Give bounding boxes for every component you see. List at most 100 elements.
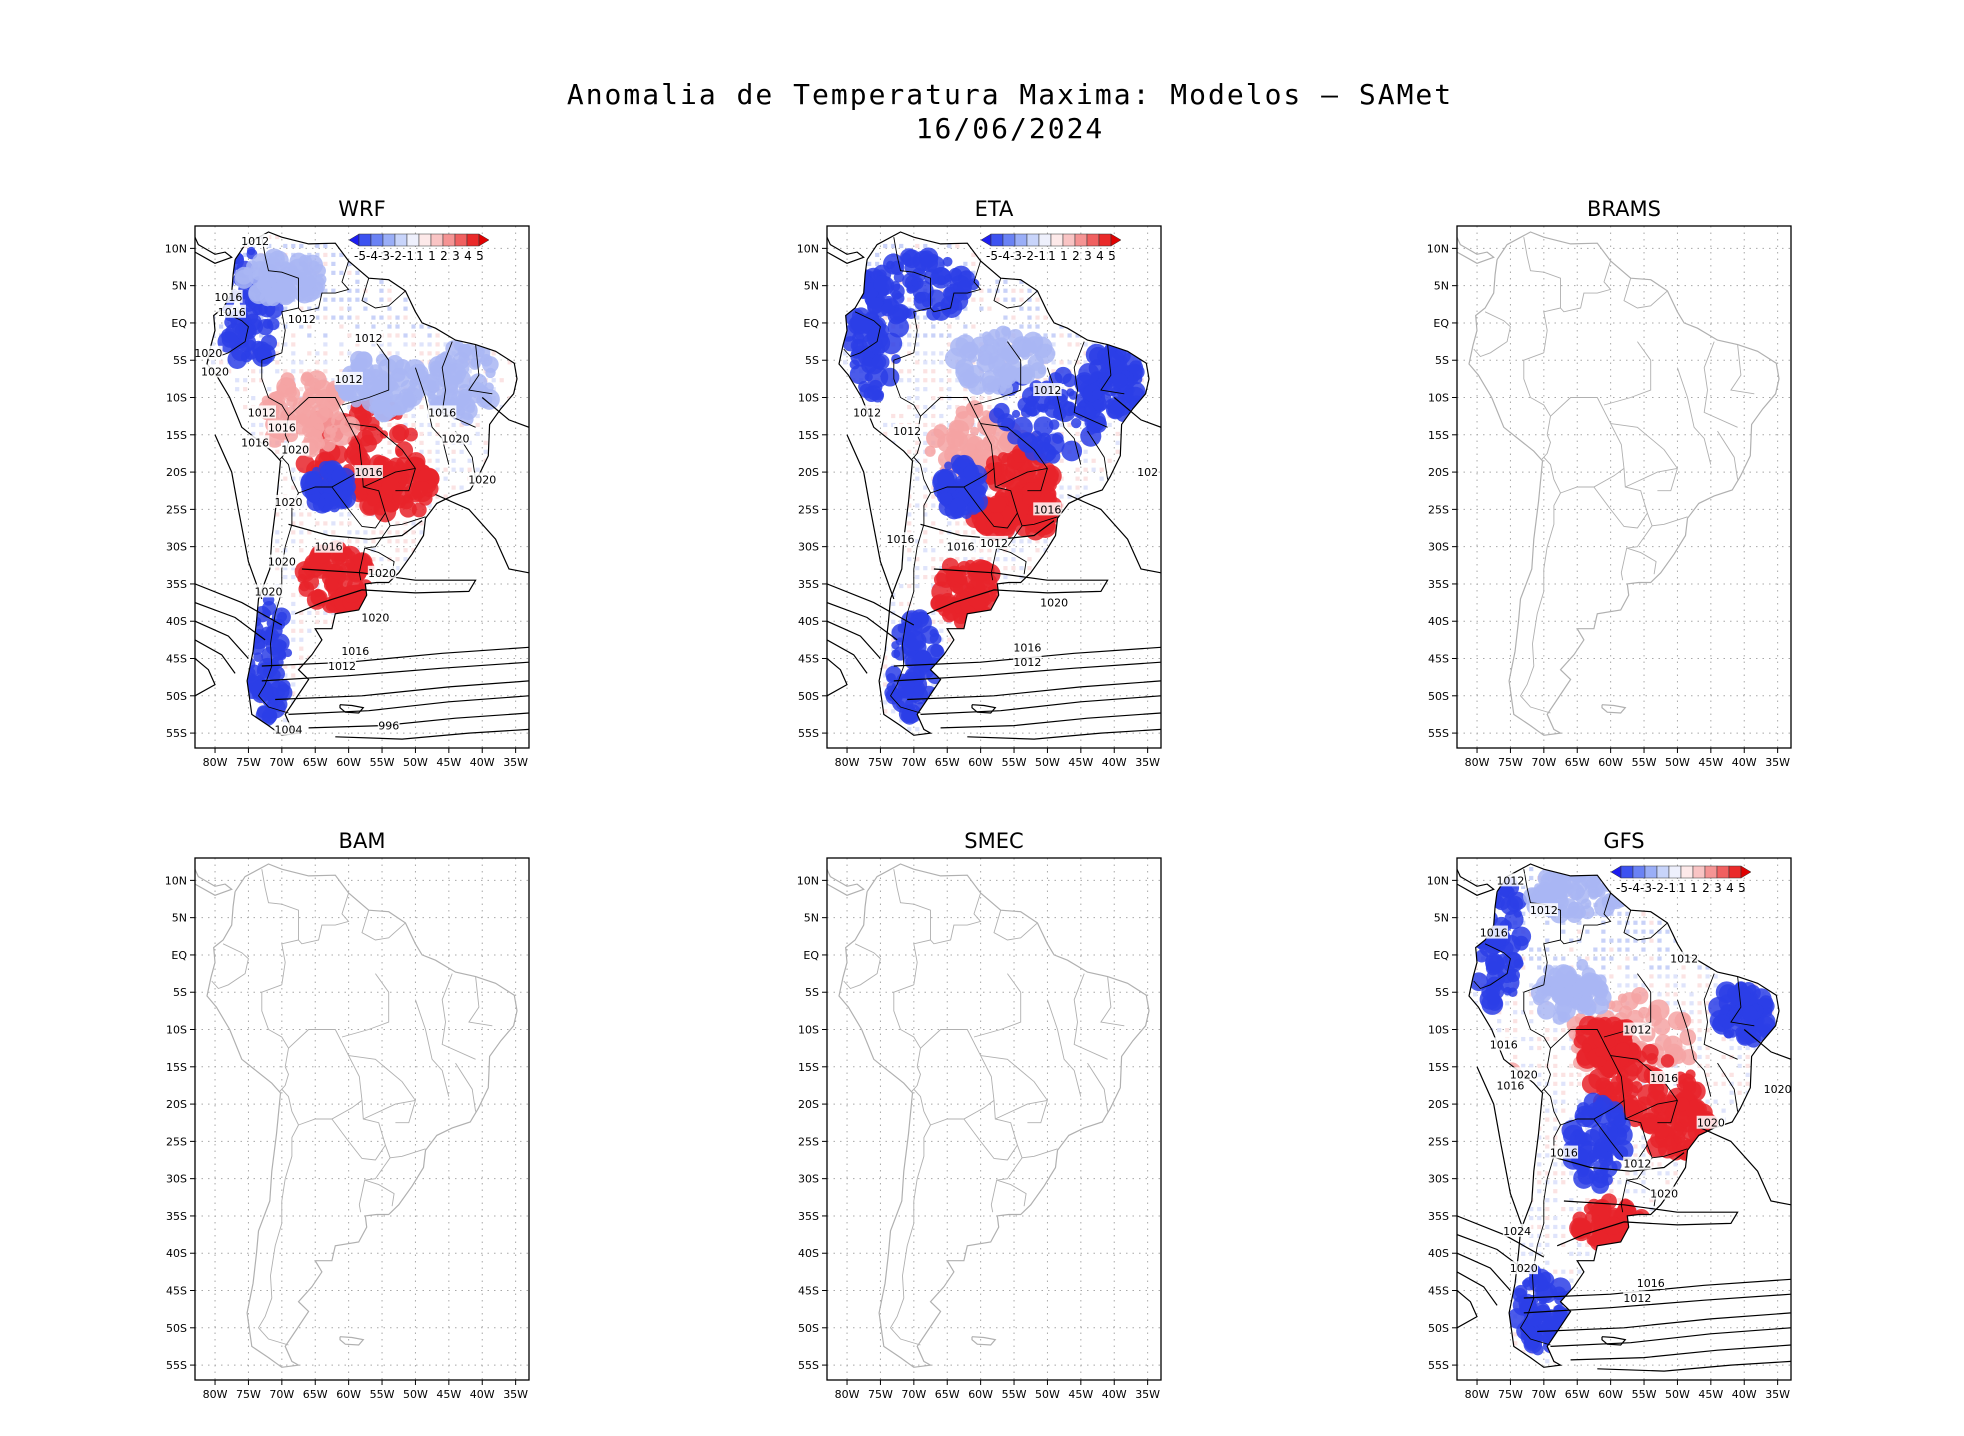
isobar-contour: [967, 728, 1161, 740]
isobar-label: 1016: [886, 532, 915, 546]
svg-text:1020: 1020: [201, 365, 229, 378]
svg-text:1020: 1020: [194, 347, 222, 360]
map-smec: SMEC 10N 5N EQ 5S 10S 15S 20S 25S 30S 35S 40S 45S 50S…: [797, 829, 1162, 1401]
isobar-contour: [1550, 1152, 1685, 1172]
country-border: [1717, 430, 1739, 480]
lat-tick-label: 50S: [1428, 1322, 1449, 1335]
lon-tick-label: 35W: [503, 756, 528, 769]
lon-tick-label: 70W: [269, 1388, 294, 1401]
country-border: [1523, 984, 1551, 1092]
country-border: [455, 1062, 477, 1112]
svg-text:1020: 1020: [281, 444, 309, 457]
country-border: [1087, 1062, 1109, 1112]
colorbar-swatch: [1704, 865, 1718, 879]
lat-tick-label: 40S: [166, 1247, 187, 1260]
lon-tick-label: 40W: [1102, 756, 1127, 769]
country-border: [361, 910, 406, 941]
lon-tick-label: 55W: [370, 756, 395, 769]
colorbar-swatch: [1632, 865, 1646, 879]
map-gfs: GFS1012101210161012101210161020101610161…: [1427, 829, 1792, 1401]
lat-tick-label: 40S: [798, 615, 819, 628]
cold-anomaly-patch: [334, 350, 429, 423]
country-border: [1623, 910, 1668, 941]
colorbar-label: 3: [1714, 881, 1722, 895]
colorbar-label: 1: [1048, 249, 1056, 263]
lat-tick-label: 20S: [166, 466, 187, 479]
isobar-label: 1024: [1502, 1223, 1532, 1238]
coastline: [838, 231, 1150, 736]
map-frame: [1456, 857, 1792, 1381]
coastline-central-america: [195, 868, 233, 896]
isobar-label: 1012: [354, 330, 383, 345]
lat-tick-label: 10S: [798, 1024, 819, 1037]
coastline-central-america: [827, 236, 865, 264]
isobar-contour: [1697, 1125, 1791, 1206]
lon-tick-label: 55W: [370, 1388, 395, 1401]
country-border: [993, 910, 1038, 941]
coastline-central-america: [1457, 236, 1495, 264]
lat-tick-label: 55S: [166, 1359, 187, 1372]
colorbar-label: -5: [354, 249, 366, 263]
colorbar-label: -1: [1664, 881, 1676, 895]
isobar-label: 1012: [1529, 903, 1559, 917]
isobar-label: 1020: [254, 584, 283, 598]
colorbar-label: 2: [440, 249, 448, 263]
isobar-contour: [846, 434, 895, 600]
colorbar-swatch: [430, 233, 444, 247]
lon-tick-label: 65W: [303, 1388, 328, 1401]
isobar-label: 1016: [341, 644, 370, 658]
lat-tick-label: 30S: [1428, 1173, 1449, 1186]
isobar-contour: [288, 695, 529, 715]
colorbar-label: -5: [986, 249, 998, 263]
colorbar-label: -4: [998, 249, 1010, 263]
colorbar: -5 -4 -3 -2 -1 1 1 2 3 4 5: [980, 233, 1122, 263]
isobar-label: 1012: [1496, 873, 1525, 887]
anomaly-field: [207, 234, 517, 732]
isobar-contour: [827, 583, 915, 626]
isobar-label: 996: [377, 718, 400, 733]
panel-wrf: WRF 1012 1016 1016 1012 1012 1020 1020 1012 1012 1…: [125, 190, 539, 782]
isobar-label: 1012: [892, 424, 922, 438]
svg-text:1016: 1016: [268, 421, 296, 434]
country-border: [913, 397, 995, 494]
isobar-label: 1016: [1649, 1070, 1679, 1085]
isobar-contour: [288, 520, 423, 540]
isobar-label: 1016: [354, 465, 383, 479]
lat-tick-label: 20S: [166, 1098, 187, 1111]
lon-tick-label: 45W: [436, 1388, 461, 1401]
lon-tick-label: 70W: [1531, 756, 1556, 769]
lat-tick-label: 45S: [798, 1285, 819, 1298]
lat-tick-label: 5S: [173, 354, 187, 367]
colorbar-swatch: [1620, 865, 1634, 879]
isobar-label: 1020: [267, 554, 297, 569]
lat-tick-label: 50S: [166, 690, 187, 703]
lat-tick-label: 40S: [1428, 1247, 1449, 1260]
lat-tick-label: 5S: [1435, 354, 1449, 367]
panel-bam: BAM 10N 5N EQ 5S 10S 15S 20S 25S 30S 35S 40S 45S 50S 5…: [125, 822, 539, 1414]
isobar-contour: [920, 695, 1161, 715]
country-border: [298, 892, 350, 945]
falkland-islands: [339, 1336, 365, 1346]
lat-tick-label: 30S: [798, 541, 819, 554]
country-border: [468, 344, 493, 395]
isobar-contour: [481, 397, 529, 428]
lon-tick-label: 45W: [1698, 756, 1723, 769]
lat-tick-label: EQ: [803, 317, 819, 330]
lon-tick-label: 70W: [1531, 1388, 1556, 1401]
panel-title: BRAMS: [1587, 197, 1661, 221]
isobar-label: 1016: [214, 289, 243, 304]
country-border: [1703, 973, 1738, 1060]
falkland-islands: [1601, 704, 1627, 714]
svg-text:1012: 1012: [241, 235, 269, 248]
lat-tick-label: 25S: [166, 1135, 187, 1148]
isobar-contour: [1457, 1252, 1511, 1291]
isobar-contour: [195, 620, 249, 659]
country-border: [261, 237, 299, 353]
isobar-contour: [1457, 1271, 1498, 1306]
svg-text:1020: 1020: [361, 612, 389, 625]
isobar-label: 1016: [946, 539, 975, 554]
country-border: [1046, 999, 1082, 1097]
country-border: [1603, 341, 1652, 406]
isobar-label: 1020: [441, 431, 470, 446]
country-border: [414, 999, 450, 1097]
